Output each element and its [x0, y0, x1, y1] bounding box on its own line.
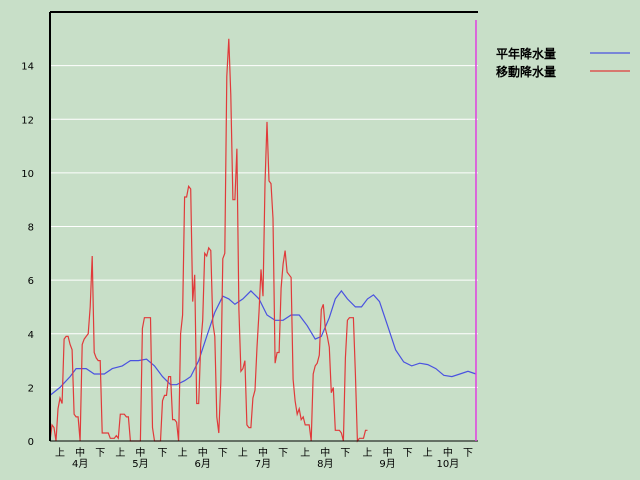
x-tick-dekad-label: 上	[423, 447, 433, 459]
series-line	[49, 289, 477, 396]
x-tick-month-label: 4月	[72, 458, 88, 470]
x-tick-dekad-label: 下	[340, 448, 350, 459]
y-axis-ticks: 0 2 4 6 8 10 12 14	[21, 62, 34, 448]
x-tick-dekad-label: 中	[258, 446, 268, 459]
y-tick-label: 4	[28, 330, 34, 341]
axes	[49, 11, 478, 442]
x-tick-dekad-label: 中	[135, 446, 145, 459]
series-line	[49, 38, 368, 443]
legend-label: 平年降水量	[496, 46, 556, 61]
x-tick-dekad-label: 下	[95, 448, 105, 459]
x-tick-dekad-label: 上	[300, 447, 310, 459]
series-lines	[49, 38, 477, 443]
y-tick-label: 2	[28, 383, 34, 394]
x-tick-dekad-label: 中	[443, 446, 453, 459]
x-tick-dekad-label: 上	[55, 447, 65, 459]
x-tick-dekad-label: 中	[383, 446, 393, 459]
y-tick-label: 12	[21, 115, 34, 126]
y-tick-label: 0	[28, 437, 34, 448]
y-tick-label: 10	[21, 169, 34, 180]
x-tick-month-label: 9月	[379, 458, 395, 470]
y-tick-label: 14	[21, 62, 34, 73]
x-tick-dekad-label: 下	[403, 448, 413, 459]
y-tick-label: 8	[28, 223, 34, 234]
y-tick-label: 6	[28, 276, 34, 287]
x-tick-month-label: 7月	[255, 458, 271, 470]
x-tick-dekad-label: 下	[158, 448, 168, 459]
x-tick-dekad-label: 下	[278, 448, 288, 459]
x-tick-dekad-label: 中	[75, 446, 85, 459]
x-tick-dekad-label: 上	[178, 447, 188, 459]
x-tick-dekad-label: 下	[218, 448, 228, 459]
x-tick-dekad-label: 上	[115, 447, 125, 459]
x-tick-dekad-label: 中	[198, 446, 208, 459]
legend-label: 移動降水量	[496, 64, 556, 79]
grid-lines	[50, 65, 478, 388]
x-tick-dekad-label: 上	[362, 447, 372, 459]
x-tick-month-label: 8月	[317, 458, 333, 470]
x-axis-ticks: 上中下上中下上中下上中下上中下上中下上中下4月 5月 6月 7月 8月 9月 10月	[55, 446, 473, 470]
x-tick-month-label: 5月	[132, 458, 148, 470]
x-tick-month-label: 10月	[436, 458, 459, 470]
x-tick-month-label: 6月	[195, 458, 211, 470]
x-tick-dekad-label: 上	[238, 447, 248, 459]
x-tick-dekad-label: 中	[320, 446, 330, 459]
x-tick-dekad-label: 下	[463, 448, 473, 459]
